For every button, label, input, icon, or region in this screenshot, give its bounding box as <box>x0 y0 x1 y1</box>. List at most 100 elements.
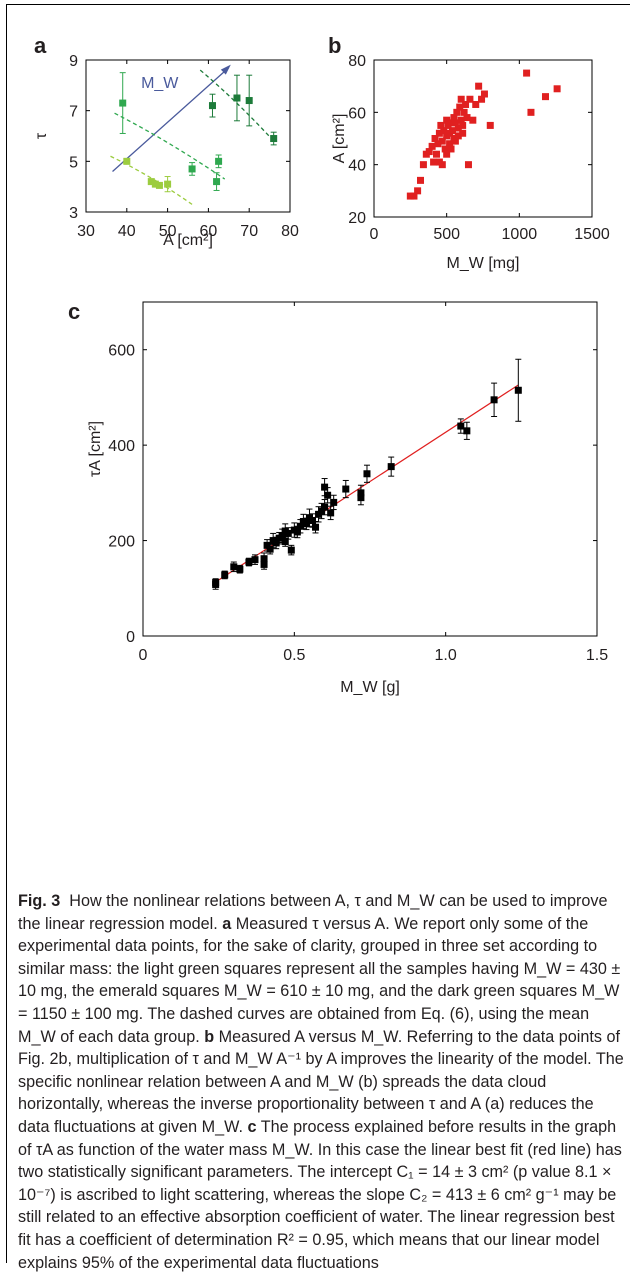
data-point <box>357 489 365 497</box>
data-point <box>440 127 448 135</box>
y-axis-label: τA [cm²] <box>87 421 104 477</box>
fit-curve-light <box>110 155 193 205</box>
data-point <box>302 520 310 528</box>
y-tick-label: 60 <box>348 105 366 122</box>
panel-b-letter: b <box>328 33 341 58</box>
data-point <box>312 523 320 531</box>
y-tick-label: 80 <box>348 53 366 70</box>
x-axis-label: M_W [mg] <box>447 255 520 272</box>
data-point <box>438 161 446 169</box>
caption-c-label: c <box>247 1117 257 1136</box>
caption-title: How the nonlinear relations between A, τ… <box>18 892 608 933</box>
data-point <box>432 150 440 158</box>
data-point <box>414 187 422 195</box>
frame-left-line <box>6 4 7 1263</box>
data-point <box>327 509 335 517</box>
data-point <box>553 85 561 93</box>
x-tick-label: 0.5 <box>283 647 305 664</box>
data-point <box>435 129 443 137</box>
data-point <box>410 192 418 200</box>
data-point <box>318 507 326 515</box>
data-point <box>438 137 446 145</box>
data-point <box>443 150 451 158</box>
data-point <box>266 545 274 553</box>
y-tick-label: 600 <box>108 343 135 360</box>
data-point <box>480 90 488 98</box>
data-point <box>236 565 244 573</box>
data-point-dark <box>208 102 216 110</box>
data-point-emerald <box>213 178 221 186</box>
data-point <box>490 396 498 404</box>
data-point <box>428 142 436 150</box>
data-point <box>463 114 471 122</box>
y-tick-label: 400 <box>108 438 135 455</box>
data-point <box>469 116 477 124</box>
x-axis-label: A [cm²] <box>163 232 213 249</box>
y-tick-label: 40 <box>348 158 366 175</box>
y-axis-label: τ <box>33 132 50 139</box>
data-point <box>308 517 316 525</box>
caption-a-label: a <box>222 914 232 933</box>
data-point <box>260 555 268 563</box>
data-point <box>457 116 465 124</box>
data-point <box>430 158 438 166</box>
data-point <box>260 560 268 568</box>
data-point <box>448 127 456 135</box>
data-point <box>281 538 289 546</box>
mw-annotation: M_W <box>141 75 179 92</box>
fit-curve-emerald <box>114 112 226 180</box>
x-tick-label: 30 <box>77 223 95 240</box>
data-point <box>443 116 451 124</box>
data-point <box>527 108 535 116</box>
data-point-light <box>147 178 155 186</box>
data-point <box>454 124 462 132</box>
y-tick-label: 7 <box>69 104 78 121</box>
x-tick-label: 1500 <box>574 226 610 243</box>
frame-top-line <box>6 4 630 5</box>
data-point <box>284 529 292 537</box>
caption-b-text: Measured A versus M_W. Referring to the … <box>18 1027 624 1136</box>
data-point <box>486 121 494 129</box>
plot-frame <box>373 59 593 218</box>
data-point <box>459 129 467 137</box>
panel-b-chart: b 0 500 1000 1500 20 40 60 80 M_W [mg] A [cm²] <box>328 33 610 272</box>
x-tick-label: 0 <box>139 647 148 664</box>
data-point-dark <box>270 135 278 143</box>
data-point <box>434 140 442 148</box>
plot-frame <box>142 301 598 637</box>
x-tick-label: 1.0 <box>435 647 457 664</box>
data-point-light <box>155 181 163 189</box>
data-point-dark <box>245 97 253 105</box>
data-point <box>293 528 301 536</box>
data-point <box>451 119 459 127</box>
x-tick-label: 60 <box>200 223 218 240</box>
data-point-light <box>164 180 172 188</box>
data-point <box>447 145 455 153</box>
data-point <box>456 103 464 111</box>
data-point <box>431 135 439 142</box>
data-point <box>272 539 280 547</box>
data-point <box>342 485 350 493</box>
data-point <box>451 137 459 145</box>
data-point <box>462 100 470 108</box>
caption-b-label: b <box>204 1027 215 1046</box>
x-tick-label: 40 <box>118 223 136 240</box>
data-point <box>251 556 259 564</box>
panel-c-letter: c <box>68 299 80 324</box>
data-point <box>419 161 427 169</box>
x-tick-label: 70 <box>240 223 258 240</box>
data-point <box>472 100 480 108</box>
caption-c-text: The process explained before results in … <box>18 1117 622 1272</box>
mw-arrow-line <box>112 67 230 172</box>
data-point <box>453 108 461 116</box>
mw-arrow-head <box>220 64 231 75</box>
y-tick-label: 3 <box>69 205 78 222</box>
data-point-light <box>151 180 159 188</box>
data-point <box>230 563 238 571</box>
caption-a-text: Measured τ versus A. We report only some… <box>18 914 621 1046</box>
data-point <box>212 579 220 587</box>
data-point-dark <box>233 94 241 102</box>
data-point <box>425 148 433 156</box>
data-point-emerald <box>215 157 223 165</box>
x-axis-label: M_W [g] <box>340 679 400 696</box>
